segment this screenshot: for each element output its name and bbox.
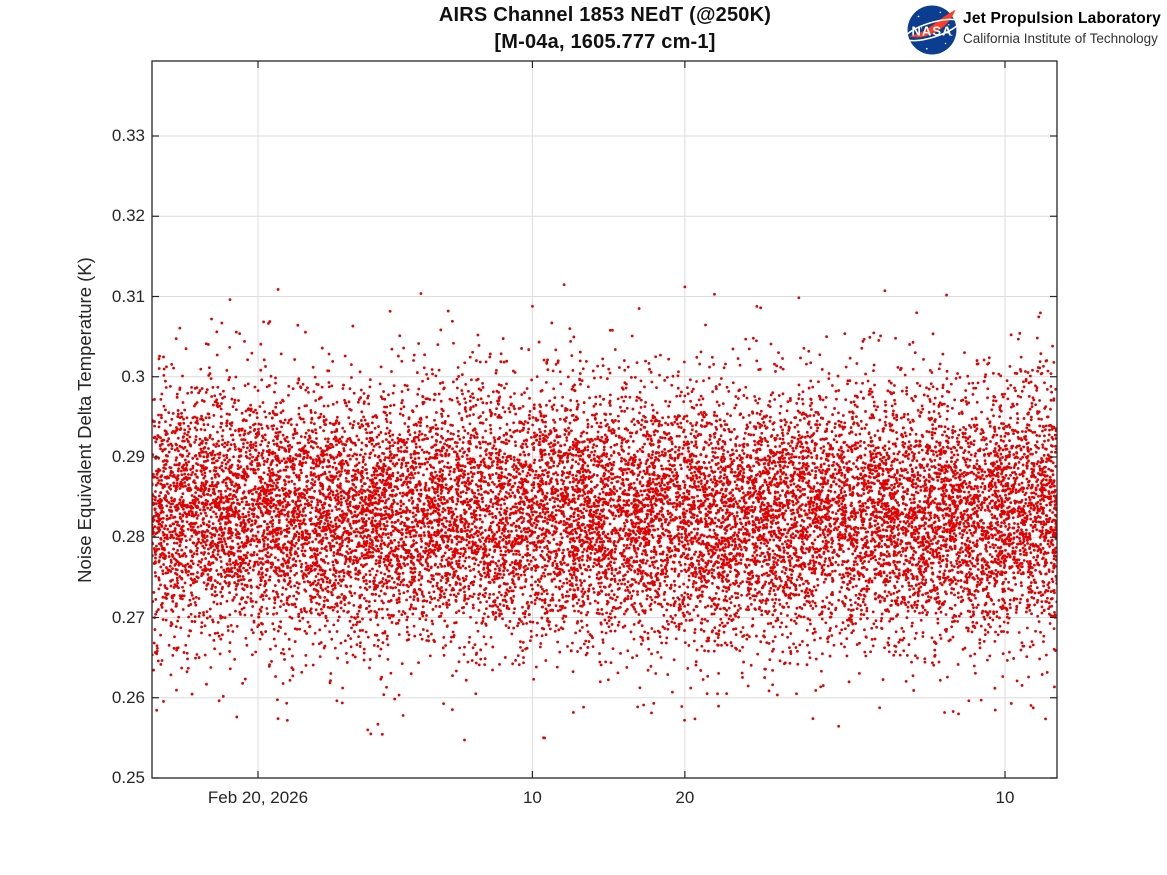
jpl-org-name: Jet Propulsion Laboratory — [963, 10, 1161, 27]
jpl-logo-block: NASA Jet Propulsion Laboratory Californi… — [906, 3, 1166, 57]
y-tick-label: 0.3 — [121, 366, 145, 386]
x-tick-label: 10 — [522, 788, 542, 807]
jpl-org-subname: California Institute of Technology — [963, 31, 1158, 46]
x-tick-label: 20 — [675, 788, 695, 807]
x-tick-label: 10 — [995, 788, 1015, 807]
scatter-points-canvas — [152, 61, 1057, 778]
y-tick-label: 0.32 — [111, 206, 145, 226]
y-tick-label: 0.33 — [111, 126, 145, 145]
y-tick-label: 0.28 — [111, 527, 145, 547]
y-tick-label: 0.25 — [111, 768, 145, 787]
y-tick-label: 0.29 — [111, 447, 145, 466]
y-tick-label: 0.27 — [111, 607, 145, 627]
nasa-logo-icon: NASA — [906, 5, 958, 55]
y-tick-label: 0.31 — [111, 286, 145, 306]
chart-title-line1: AIRS Channel 1853 NEdT (@250K) — [438, 4, 772, 26]
nasa-logo-text: NASA — [912, 24, 953, 39]
chart-title: AIRS Channel 1853 NEdT (@250K) [M-04a, 1… — [152, 2, 1058, 56]
y-tick-label: 0.26 — [111, 687, 145, 707]
nasa-swoosh-icon — [909, 9, 956, 38]
x-tick-label: Feb 20, 2026 — [207, 788, 309, 807]
chart-title-line2: [M-04a, 1605.777 cm-1] — [494, 31, 716, 53]
